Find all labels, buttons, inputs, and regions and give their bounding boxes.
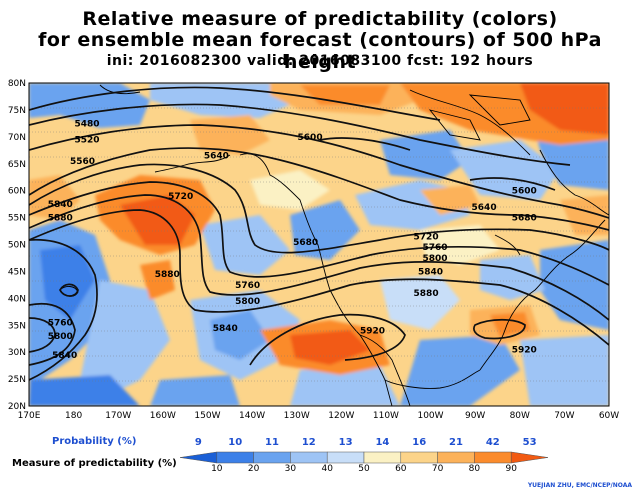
probability-value: 10 [228,437,242,448]
contour-label: 5520 [74,136,99,146]
contour-label: 5800 [48,332,73,342]
lat-tick-label: 65N [8,160,26,170]
probability-value: 16 [412,437,426,448]
probability-value: 42 [486,437,500,448]
lon-tick-label: 130W [284,411,310,421]
colorbar-swatch [400,451,438,464]
probability-label: Probability (%) [52,436,137,447]
lon-tick-label: 110W [373,411,399,421]
contour-label: 5720 [168,192,193,202]
contour-label: 5680 [293,238,318,248]
colorbar-swatch [510,451,549,464]
measure-tick-label: 50 [358,464,370,474]
contour-labels: 5480 5520 5560 5600 5640 5720 5840 5880 5680 5760… [48,119,537,361]
lat-tick-label: 20N [8,402,26,412]
measure-tick-label: 90 [505,464,517,474]
height-contours [29,86,609,381]
colorbar-swatch [363,451,402,464]
contour-label: 5480 [74,119,99,129]
contour-label: 5920 [512,345,537,355]
lon-tick-label: 80W [510,411,530,421]
lat-tick-label: 80N [8,79,26,89]
contour-label: 5840 [48,200,73,210]
probability-value: 11 [265,437,279,448]
probability-value: 14 [375,437,389,448]
lon-tick-label: 140W [239,411,265,421]
measure-tick-label: 40 [321,464,333,474]
contour-label: 5600 [512,187,537,197]
probability-value: 21 [449,437,463,448]
probability-value: 53 [523,437,537,448]
colorbar-swatch [437,451,475,464]
contour-label: 5840 [418,267,443,277]
colorbar-swatch [326,451,365,464]
title-line-2: for ensemble mean forecast (contours) of… [38,29,602,73]
measure-tick-label: 70 [432,464,444,474]
measure-tick-label: 30 [285,464,297,474]
measure-label: Measure of predictability (%) [12,458,177,469]
lon-tick-label: 150W [194,411,220,421]
measure-tick-label: 10 [211,464,223,474]
title-line-1: Relative measure of predictability (colo… [82,8,558,30]
probability-value: 9 [195,437,202,448]
contour-label: 5880 [48,214,73,224]
contour-label: 5640 [472,203,497,213]
contour-label: 5680 [512,214,537,224]
lat-tick-label: 25N [8,375,26,385]
title-line-3: ini: 2016082300 valid: 2016083100 fcst: … [106,53,534,69]
lat-tick-label: 75N [8,106,26,116]
contour-label: 5760 [235,281,260,291]
colorbar [179,451,549,464]
contour-label: 5880 [414,289,439,299]
probability-value: 13 [339,437,353,448]
lat-tick-label: 55N [8,214,26,224]
colorbar-swatch [216,451,254,464]
contour-label: 5640 [204,152,229,162]
probability-values: 9 10 11 12 13 14 16 21 42 53 [195,437,537,448]
contour-label: 5600 [298,133,323,143]
measure-ticks: 10 20 30 40 50 60 70 80 90 [211,464,517,474]
lon-tick-label: 160W [150,411,176,421]
longitude-axis: 170E 180 170W 160W 150W 140W 130W 120W 110W 100W 9… [18,411,620,421]
colorbar-swatch [290,451,328,464]
contour-label: 5840 [52,351,77,361]
probability-value: 12 [302,437,316,448]
measure-tick-label: 60 [395,464,407,474]
contour-label: 5720 [414,232,439,242]
lon-tick-label: 120W [328,411,354,421]
lon-tick-label: 170W [105,411,131,421]
contour-label: 5880 [155,270,180,280]
lat-tick-label: 70N [8,133,26,143]
colorbar-swatch [253,451,291,464]
lon-tick-label: 60W [599,411,619,421]
colorbar-swatch [179,451,218,464]
contour-label: 5560 [70,157,95,167]
lat-tick-label: 30N [8,348,26,358]
lat-tick-label: 45N [8,267,26,277]
lat-tick-label: 50N [8,241,26,251]
map-frame [28,82,610,407]
measure-tick-label: 80 [469,464,481,474]
contour-label: 5920 [360,327,385,337]
lon-tick-label: 70W [554,411,574,421]
contour-label: 5760 [422,243,447,253]
lon-tick-label: 180 [65,411,82,421]
contour-label: 5800 [235,297,260,307]
contour-label: 5760 [48,319,73,329]
colorbar-swatch [474,451,512,464]
contour-label: 5840 [213,324,238,334]
latitude-axis: 80N 75N 70N 65N 60N 55N 50N 45N 40N 35N 30N 25N 20N [8,79,26,412]
measure-tick-label: 20 [248,464,260,474]
lon-tick-label: 90W [465,411,485,421]
lat-tick-label: 35N [8,321,26,331]
lon-tick-label: 100W [417,411,443,421]
lat-tick-label: 60N [8,187,26,197]
credit: YUEJIAN ZHU, EMC/NCEP/NOAA [527,482,632,489]
contour-label: 5800 [422,254,447,264]
lon-tick-label: 170E [18,411,41,421]
lat-tick-label: 40N [8,294,26,304]
